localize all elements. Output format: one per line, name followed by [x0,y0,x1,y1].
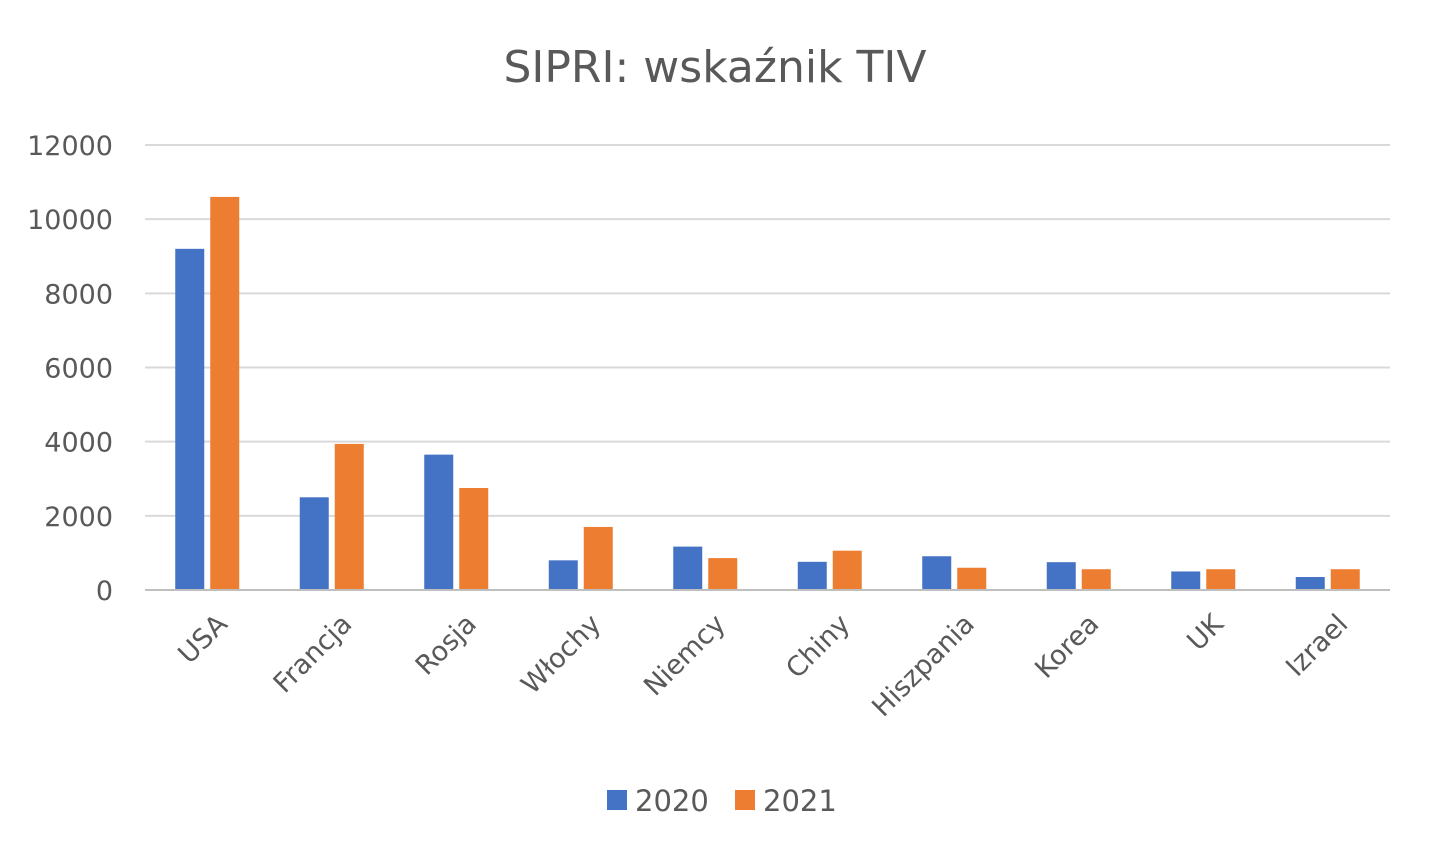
bar-2021-włochy [583,526,613,590]
bar-2020-korea [1046,562,1076,590]
bar-2020-uk [1171,571,1201,590]
legend-label-2021: 2021 [763,784,837,818]
bar-2020-włochy [548,560,578,590]
y-tick-label: 6000 [44,354,113,385]
legend-swatch-2021 [735,790,755,810]
y-tick-label: 0 [96,576,113,607]
bar-2020-rosja [424,454,454,590]
x-tick-label: UK [1181,608,1230,657]
bar-2021-usa [210,196,240,590]
bar-2021-korea [1081,569,1111,590]
legend-swatch-2020 [607,790,627,810]
x-tick-label: Chiny [780,609,856,685]
x-tick-label: Niemcy [638,609,732,703]
bar-2020-usa [175,248,205,591]
bar-2020-niemcy [673,546,703,590]
x-tick-label: Włochy [515,609,607,701]
bar-2021-francja [334,443,364,590]
x-tick-label: Korea [1029,609,1105,685]
bar-2020-izrael [1295,577,1325,590]
y-axis-ticks: 0 2000 4000 6000 8000 10000 12000 [27,131,113,607]
x-tick-label: Hiszpania [866,609,980,723]
y-tick-label: 2000 [44,502,113,533]
bar-2020-chiny [797,561,827,590]
legend-label-2020: 2020 [635,784,709,818]
bar-2020-hiszpania [922,556,952,590]
x-tick-label: Francja [268,609,359,700]
x-tick-label: Izrael [1280,609,1354,683]
x-axis-ticks: USA Francja Rosja Włochy Niemcy Chiny Hiszpani… [172,608,1354,723]
bar-2021-izrael [1330,569,1360,590]
y-tick-label: 8000 [44,279,113,310]
y-tick-label: 12000 [27,131,113,162]
x-tick-label: USA [172,608,234,670]
bar-2021-chiny [832,550,862,590]
bar-2020-francja [299,497,329,590]
bar-2021-hiszpania [957,567,987,590]
legend: 2020 2021 [607,784,837,818]
x-tick-label: Rosja [410,609,483,682]
bar-2021-uk [1206,569,1236,590]
y-tick-label: 4000 [44,428,113,459]
chart-title: SIPRI: wskaźnik TIV [503,42,926,93]
bar-2021-rosja [459,488,489,590]
bars [175,196,1360,591]
y-tick-label: 10000 [27,205,113,236]
gridlines [145,144,1390,517]
bar-2021-niemcy [708,558,738,590]
